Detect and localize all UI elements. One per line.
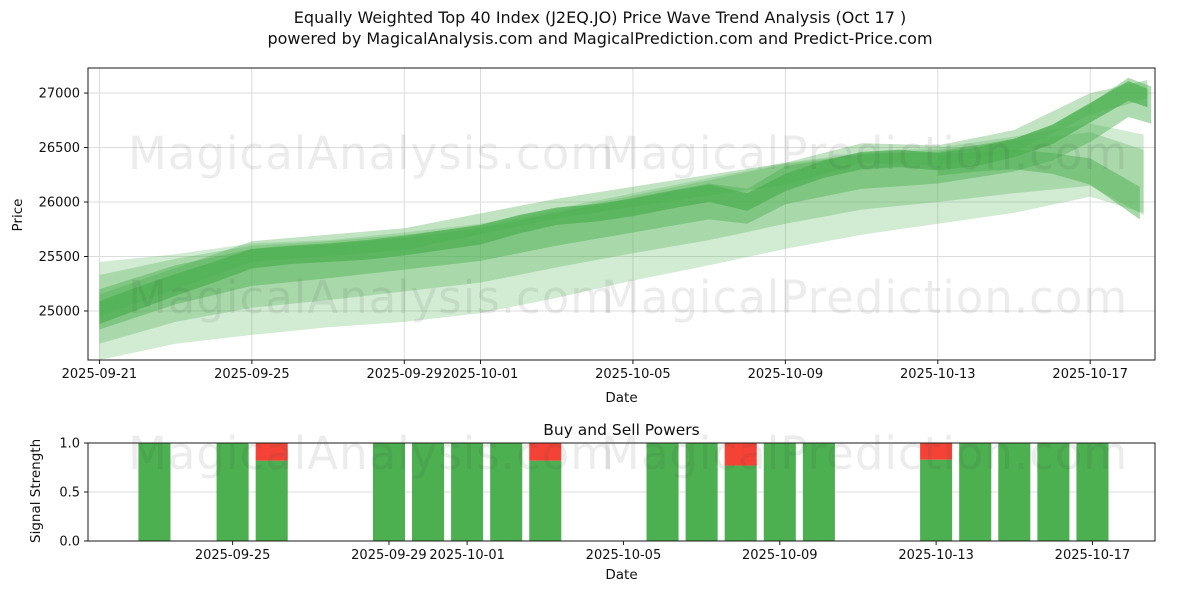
y-tick-label: 27000 (39, 87, 80, 102)
buy-power-bar (802, 443, 835, 541)
buy-power-bar (685, 443, 718, 541)
figure-title-line1: Equally Weighted Top 40 Index (J2EQ.JO) … (293, 8, 907, 27)
x-tick-label: 2025-09-29 (367, 367, 443, 382)
buy-power-bar (490, 443, 523, 541)
figure-title: Equally Weighted Top 40 Index (J2EQ.JO) … (0, 7, 1200, 49)
trend-band-outer-envelope (99, 123, 1144, 360)
bottom-date-axis-label: Date (605, 567, 638, 583)
buy-power-bar (920, 459, 953, 541)
x-tick-label: 2025-09-21 (62, 367, 138, 382)
buy-power-bar (216, 443, 249, 541)
y-tick-label: 25500 (39, 250, 80, 265)
x-tick-label: 2025-10-13 (900, 367, 976, 382)
buy-power-bar (451, 443, 484, 541)
buy-power-bar (1037, 443, 1070, 541)
buy-power-bar (998, 443, 1031, 541)
buy-power-bar (724, 465, 757, 541)
plot-border (87, 67, 1156, 361)
y-tick-label: 25000 (39, 304, 80, 319)
buy-power-bar (412, 443, 445, 541)
buy-power-bar (763, 443, 796, 541)
trend-band-dark-core (99, 81, 1148, 324)
buy-power-bar (372, 443, 405, 541)
sell-power-bar (255, 443, 288, 461)
x-tick-label: 2025-10-17 (1055, 548, 1131, 563)
x-tick-label: 2025-10-13 (898, 548, 974, 563)
x-tick-label: 2025-09-29 (351, 548, 427, 563)
x-tick-label: 2025-10-01 (429, 548, 505, 563)
sell-power-bar (724, 443, 757, 466)
trend-band-upper-accent (99, 80, 1148, 317)
x-tick-label: 2025-09-25 (195, 548, 271, 563)
price-trend-plot: 2025-09-21 2025-09-25 2025-09-29 2025-10-01… (39, 67, 1156, 382)
x-tick-label: 2025-10-01 (443, 367, 519, 382)
figure-title-line2: powered by MagicalAnalysis.com and Magic… (267, 29, 933, 48)
buy-power-bar (529, 460, 562, 541)
y-tick-label: 26500 (39, 141, 80, 156)
x-tick-label: 2025-09-25 (214, 367, 290, 382)
y-tick-label: 0.0 (59, 535, 80, 550)
buy-power-bar (255, 460, 288, 541)
y-tick-label: 0.5 (59, 486, 80, 501)
x-tick-label: 2025-10-09 (742, 548, 818, 563)
x-tick-label: 2025-10-05 (595, 367, 671, 382)
buy-power-bar (646, 443, 679, 541)
buy-power-bar (1076, 443, 1109, 541)
y-tick-label: 1.0 (59, 437, 80, 452)
buy-power-bar (959, 443, 992, 541)
signal-strength-plot: 2025-09-25 2025-09-29 2025-10-01 2025-10-05… (59, 437, 1156, 563)
sell-power-bar (920, 443, 953, 460)
trend-band-lower-arm (937, 149, 1140, 220)
y-tick-label: 26000 (39, 196, 80, 211)
x-tick-label: 2025-10-05 (586, 548, 662, 563)
x-tick-label: 2025-10-17 (1052, 367, 1128, 382)
trend-band-light-envelope (99, 132, 1144, 344)
top-date-axis-label: Date (605, 390, 638, 406)
sell-power-bar (529, 443, 562, 461)
buy-sell-title: Buy and Sell Powers (543, 421, 700, 439)
x-tick-label: 2025-10-09 (748, 367, 824, 382)
buy-power-bar (138, 443, 171, 541)
